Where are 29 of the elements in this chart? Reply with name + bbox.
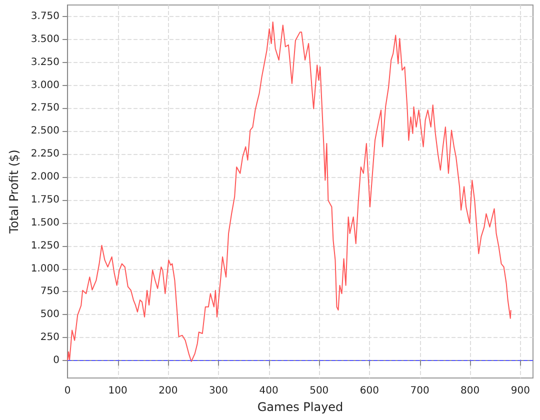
- x-tick-label: 200: [158, 386, 178, 396]
- y-tick-label: 1.500: [30, 217, 60, 228]
- x-tick-label: 500: [310, 386, 329, 396]
- x-tick-label: 600: [360, 386, 380, 396]
- y-tick-label: 1.250: [30, 240, 60, 252]
- x-tick-label: 700: [410, 386, 430, 396]
- x-axis-title: Games Played: [257, 400, 344, 414]
- y-tick-label: 750: [40, 286, 60, 298]
- x-tick-label: 300: [208, 386, 228, 396]
- y-tick-label: 3.250: [30, 56, 60, 68]
- line-series: [67, 21, 512, 362]
- y-tick-label: 2.750: [30, 102, 60, 114]
- y-axis-title: Total Profit ($): [7, 150, 21, 234]
- y-tick-label: 3.750: [30, 10, 60, 22]
- x-tick-label: 100: [108, 386, 128, 396]
- x-tick-label: 0: [64, 386, 71, 396]
- x-tick-label: 800: [460, 386, 480, 396]
- y-tick-label: 2.250: [30, 148, 60, 160]
- y-tick-label: 500: [40, 309, 60, 320]
- y-tick-label: 1.000: [30, 263, 60, 274]
- y-tick-label: 2.000: [30, 172, 60, 183]
- x-tick-label: 900: [510, 386, 530, 396]
- x-tick-label: 400: [259, 386, 278, 396]
- y-tick-label: 1.750: [30, 194, 60, 206]
- y-tick-label: 0: [53, 355, 60, 366]
- y-tick-label: 250: [40, 332, 60, 344]
- y-tick-label: 3.500: [30, 34, 60, 45]
- y-tick-label: 2.500: [30, 126, 60, 137]
- y-tick-label: 3.000: [30, 80, 60, 91]
